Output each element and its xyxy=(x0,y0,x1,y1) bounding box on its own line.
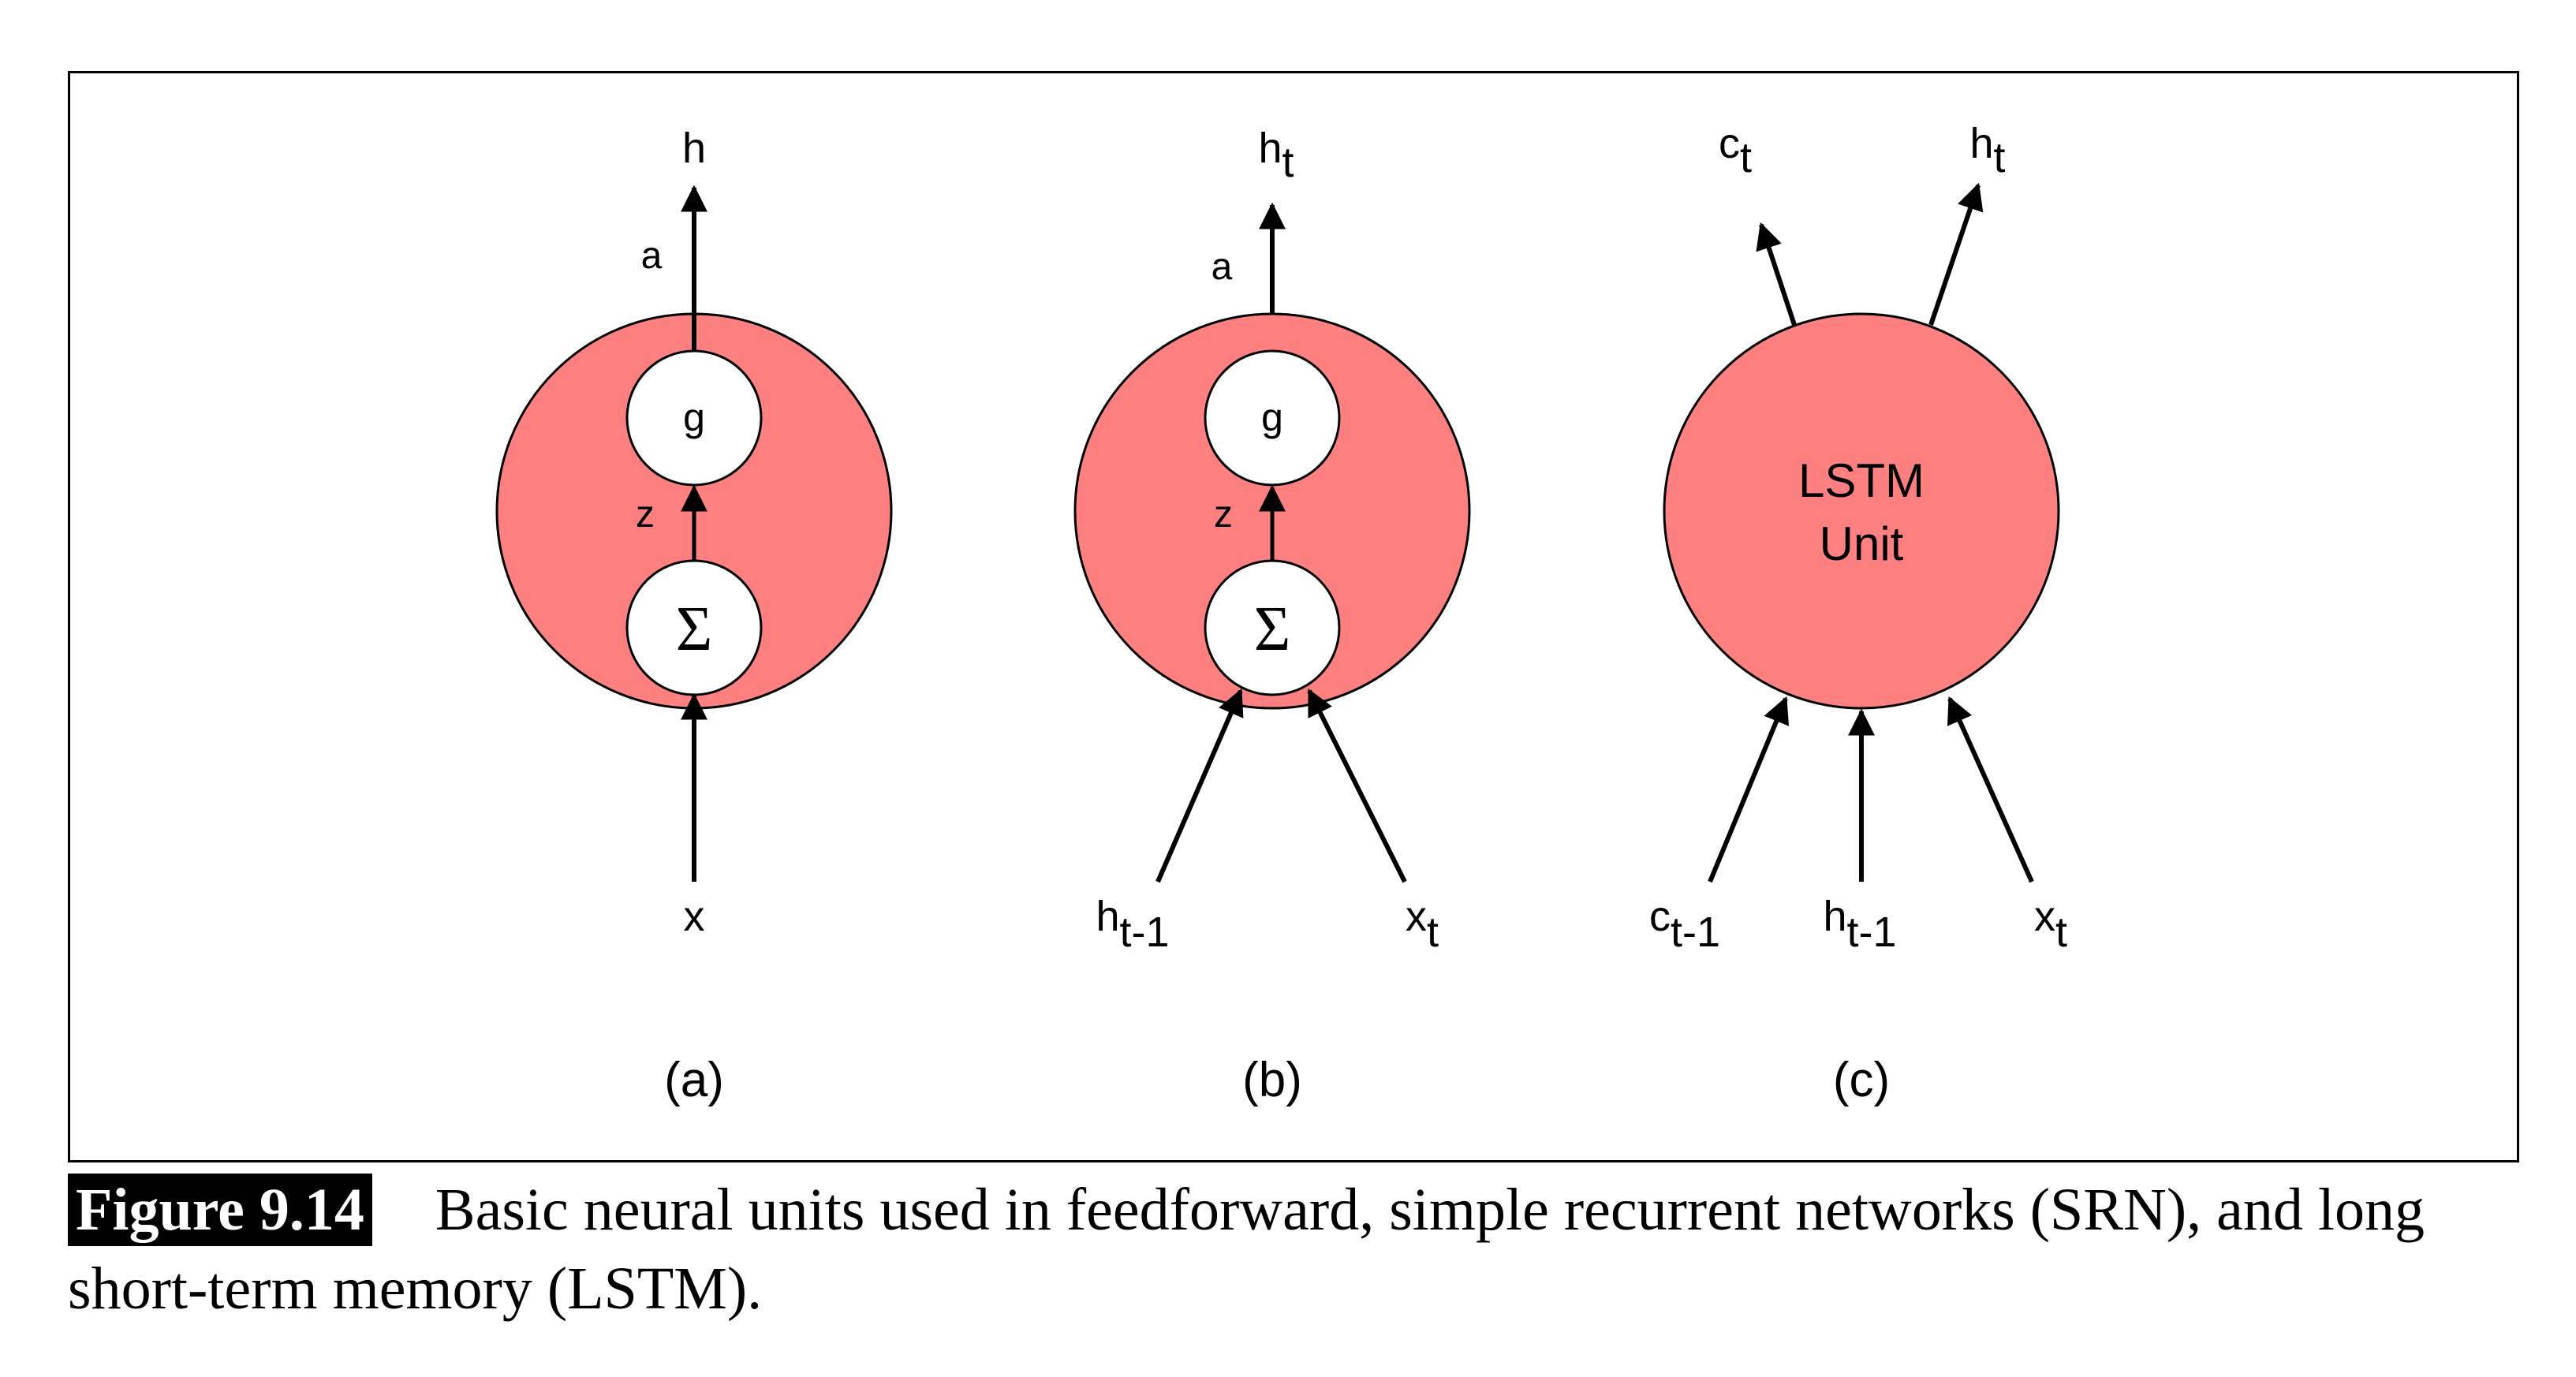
panel-c: LSTM Unit ct ht ct-1 ht-1 xt (c) xyxy=(1649,120,2067,1107)
input-mid-label-c: ht-1 xyxy=(1823,893,1896,956)
output-label-a: h xyxy=(682,125,706,172)
panel-caption-a: (a) xyxy=(664,1053,724,1107)
activation-node-label-b: g xyxy=(1261,395,1283,439)
output-label-b: ht xyxy=(1258,125,1294,186)
output-arrow-left-c xyxy=(1756,222,1797,326)
panel-caption-b: (b) xyxy=(1242,1053,1302,1107)
output-arrow-right-c xyxy=(1928,182,1984,326)
lstm-unit-label-line2: Unit xyxy=(1820,517,1904,570)
sum-node-label-a: Σ xyxy=(676,595,713,664)
figure-caption: Figure 9.14 Basic neural units used in fe… xyxy=(68,1170,2529,1328)
panel-caption-c: (c) xyxy=(1833,1053,1890,1107)
output-right-label-c: ht xyxy=(1969,120,2005,181)
caption-text: Basic neural units used in feedforward, … xyxy=(68,1177,2425,1322)
z-label-a: z xyxy=(636,494,655,536)
output-left-label-c: ct xyxy=(1719,120,1752,181)
neural-units-diagram: g Σ z a h x (a) g Σ z a ht ht-1 xt (b) L… xyxy=(495,120,2067,1107)
input-left-label-b: ht-1 xyxy=(1096,893,1169,956)
figure-frame xyxy=(68,71,2519,1162)
z-label-b: z xyxy=(1214,494,1233,536)
input-right-label-c: xt xyxy=(2034,893,2067,956)
activation-label-b: a xyxy=(1211,246,1233,288)
input-label-a: x xyxy=(684,893,705,940)
input-right-label-b: xt xyxy=(1406,893,1439,956)
input-arrow-right-b xyxy=(1307,688,1407,883)
input-arrow-right-c xyxy=(1947,696,2034,883)
panel-b: g Σ z a ht ht-1 xt (b) xyxy=(1073,125,1471,1107)
input-arrow-left-b xyxy=(1155,688,1244,883)
sum-node-label-b: Σ xyxy=(1254,595,1291,664)
lstm-unit-circle xyxy=(1663,312,2060,710)
activation-node-label-a: g xyxy=(683,395,705,439)
figure-label: Figure 9.14 xyxy=(68,1174,372,1246)
input-arrow-left-c xyxy=(1708,696,1790,883)
activation-label-a: a xyxy=(641,235,663,277)
panel-a: g Σ z a h x (a) xyxy=(495,125,893,1107)
input-left-label-c: ct-1 xyxy=(1649,893,1720,956)
lstm-unit-label-line1: LSTM xyxy=(1798,454,1925,507)
